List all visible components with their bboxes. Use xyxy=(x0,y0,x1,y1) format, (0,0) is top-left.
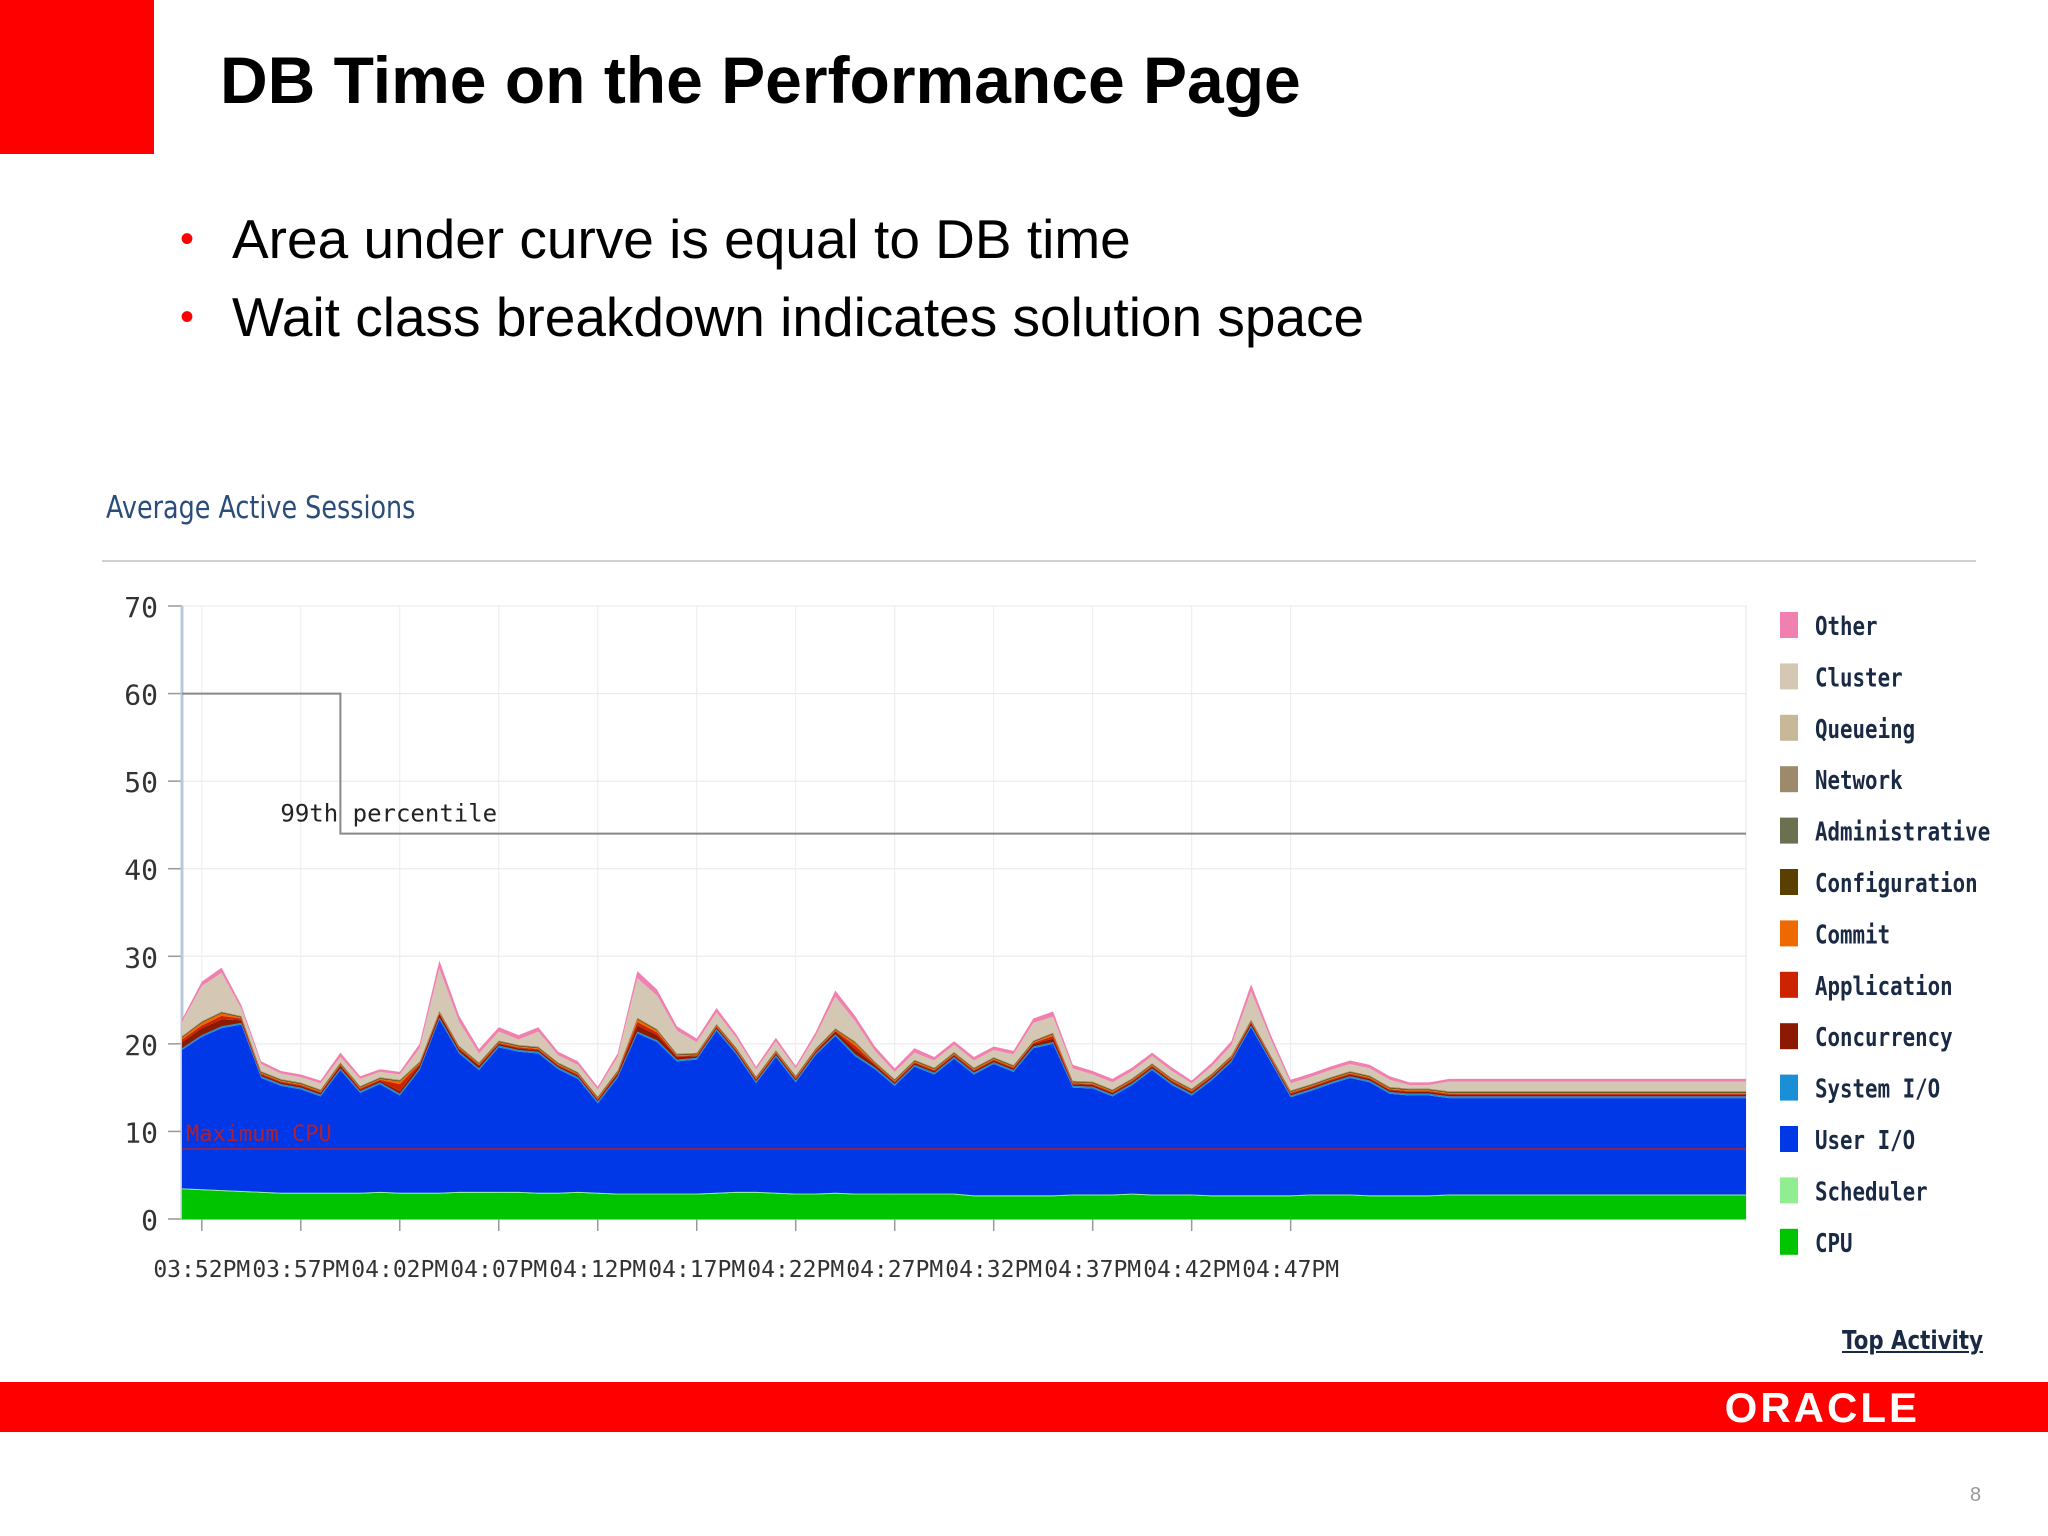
legend-label: Application xyxy=(1815,971,1953,1002)
x-tick-label: 04:32PM xyxy=(945,1257,1042,1283)
x-tick-label: 04:27PM xyxy=(846,1257,943,1283)
legend-label: Administrative xyxy=(1815,816,1990,847)
series-area-scheduler xyxy=(182,1188,1746,1197)
y-tick-label: 30 xyxy=(124,941,158,974)
y-tick-label: 10 xyxy=(124,1116,158,1149)
legend-swatch xyxy=(1780,920,1798,947)
percentile-line xyxy=(182,692,1746,835)
top-activity-link[interactable]: Top Activity xyxy=(1842,1326,1983,1356)
legend-label: User I/O xyxy=(1815,1125,1915,1156)
legend-label: Configuration xyxy=(1815,868,1978,899)
average-active-sessions-chart: 0 10 20 30 40 50 60 70 03:52PM 03:57PM 04:02PM 04:0… xyxy=(124,591,1990,1283)
y-tick-label: 50 xyxy=(124,766,158,799)
x-tick-label: 04:22PM xyxy=(747,1257,844,1283)
series-area-cluster xyxy=(182,968,1746,1097)
y-tick-label: 70 xyxy=(124,591,158,624)
x-tick-label: 03:57PM xyxy=(252,1257,349,1283)
legend-label: Concurrency xyxy=(1815,1022,1953,1053)
legend-swatch xyxy=(1780,612,1798,638)
series-area-user-i-o xyxy=(182,1019,1746,1196)
chart-title-divider xyxy=(102,560,1976,562)
footer-red-bar xyxy=(0,1382,2048,1432)
legend-swatch xyxy=(1780,971,1798,998)
legend-swatch xyxy=(1780,714,1798,741)
legend-swatch xyxy=(1780,766,1798,793)
y-tick-label: 60 xyxy=(124,679,158,712)
y-tick-label: 0 xyxy=(141,1204,158,1237)
series-area-cpu xyxy=(182,1189,1746,1219)
x-tick-label: 04:42PM xyxy=(1143,1257,1240,1283)
bullet-marker: • xyxy=(180,295,195,339)
legend-swatch xyxy=(1780,1228,1798,1255)
legend-label: Queueing xyxy=(1815,714,1915,745)
legend-label: System I/O xyxy=(1815,1073,1940,1104)
legend-label: Other xyxy=(1815,611,1878,642)
legend-swatch xyxy=(1780,1023,1798,1050)
bullet-marker: • xyxy=(180,217,195,261)
legend-label: Cluster xyxy=(1815,662,1903,693)
legend-swatch xyxy=(1780,1074,1798,1101)
x-tick-label: 03:52PM xyxy=(153,1257,250,1283)
x-tick-label: 04:37PM xyxy=(1044,1257,1141,1283)
x-tick-label: 04:47PM xyxy=(1242,1257,1339,1283)
legend-swatch xyxy=(1780,869,1798,895)
percentile-label: 99th percentile xyxy=(280,800,497,828)
slide-title: DB Time on the Performance Page xyxy=(220,43,1301,117)
legend-label: Commit xyxy=(1815,919,1890,950)
page-number: 8 xyxy=(1970,1484,1982,1506)
oracle-logo: ORACLE xyxy=(1724,1384,1920,1431)
y-tick-label: 20 xyxy=(124,1029,158,1062)
x-tick-label: 04:12PM xyxy=(549,1257,646,1283)
bullet-text-2: Wait class breakdown indicates solution … xyxy=(232,286,1365,348)
legend-label: Network xyxy=(1815,765,1903,796)
bullet-item-2: • Wait class breakdown indicates solutio… xyxy=(176,278,1364,356)
brand-red-block xyxy=(0,0,154,154)
bullet-item-1: • Area under curve is equal to DB time xyxy=(176,200,1364,278)
legend-swatch xyxy=(1780,663,1798,690)
bullet-list: • Area under curve is equal to DB time •… xyxy=(176,200,1364,356)
chart-title: Average Active Sessions xyxy=(106,490,416,526)
legend-swatch xyxy=(1780,1126,1798,1152)
bullet-text-1: Area under curve is equal to DB time xyxy=(232,208,1131,270)
max-cpu-label: Maximum CPU xyxy=(186,1122,332,1147)
x-tick-label: 04:02PM xyxy=(351,1257,448,1283)
x-tick-label: 04:07PM xyxy=(450,1257,547,1283)
legend-label: CPU xyxy=(1815,1228,1853,1259)
legend-swatch xyxy=(1780,817,1798,844)
legend-swatch xyxy=(1780,1177,1798,1204)
y-tick-label: 40 xyxy=(124,854,158,887)
x-tick-label: 04:17PM xyxy=(648,1257,745,1283)
legend-label: Scheduler xyxy=(1815,1176,1928,1207)
